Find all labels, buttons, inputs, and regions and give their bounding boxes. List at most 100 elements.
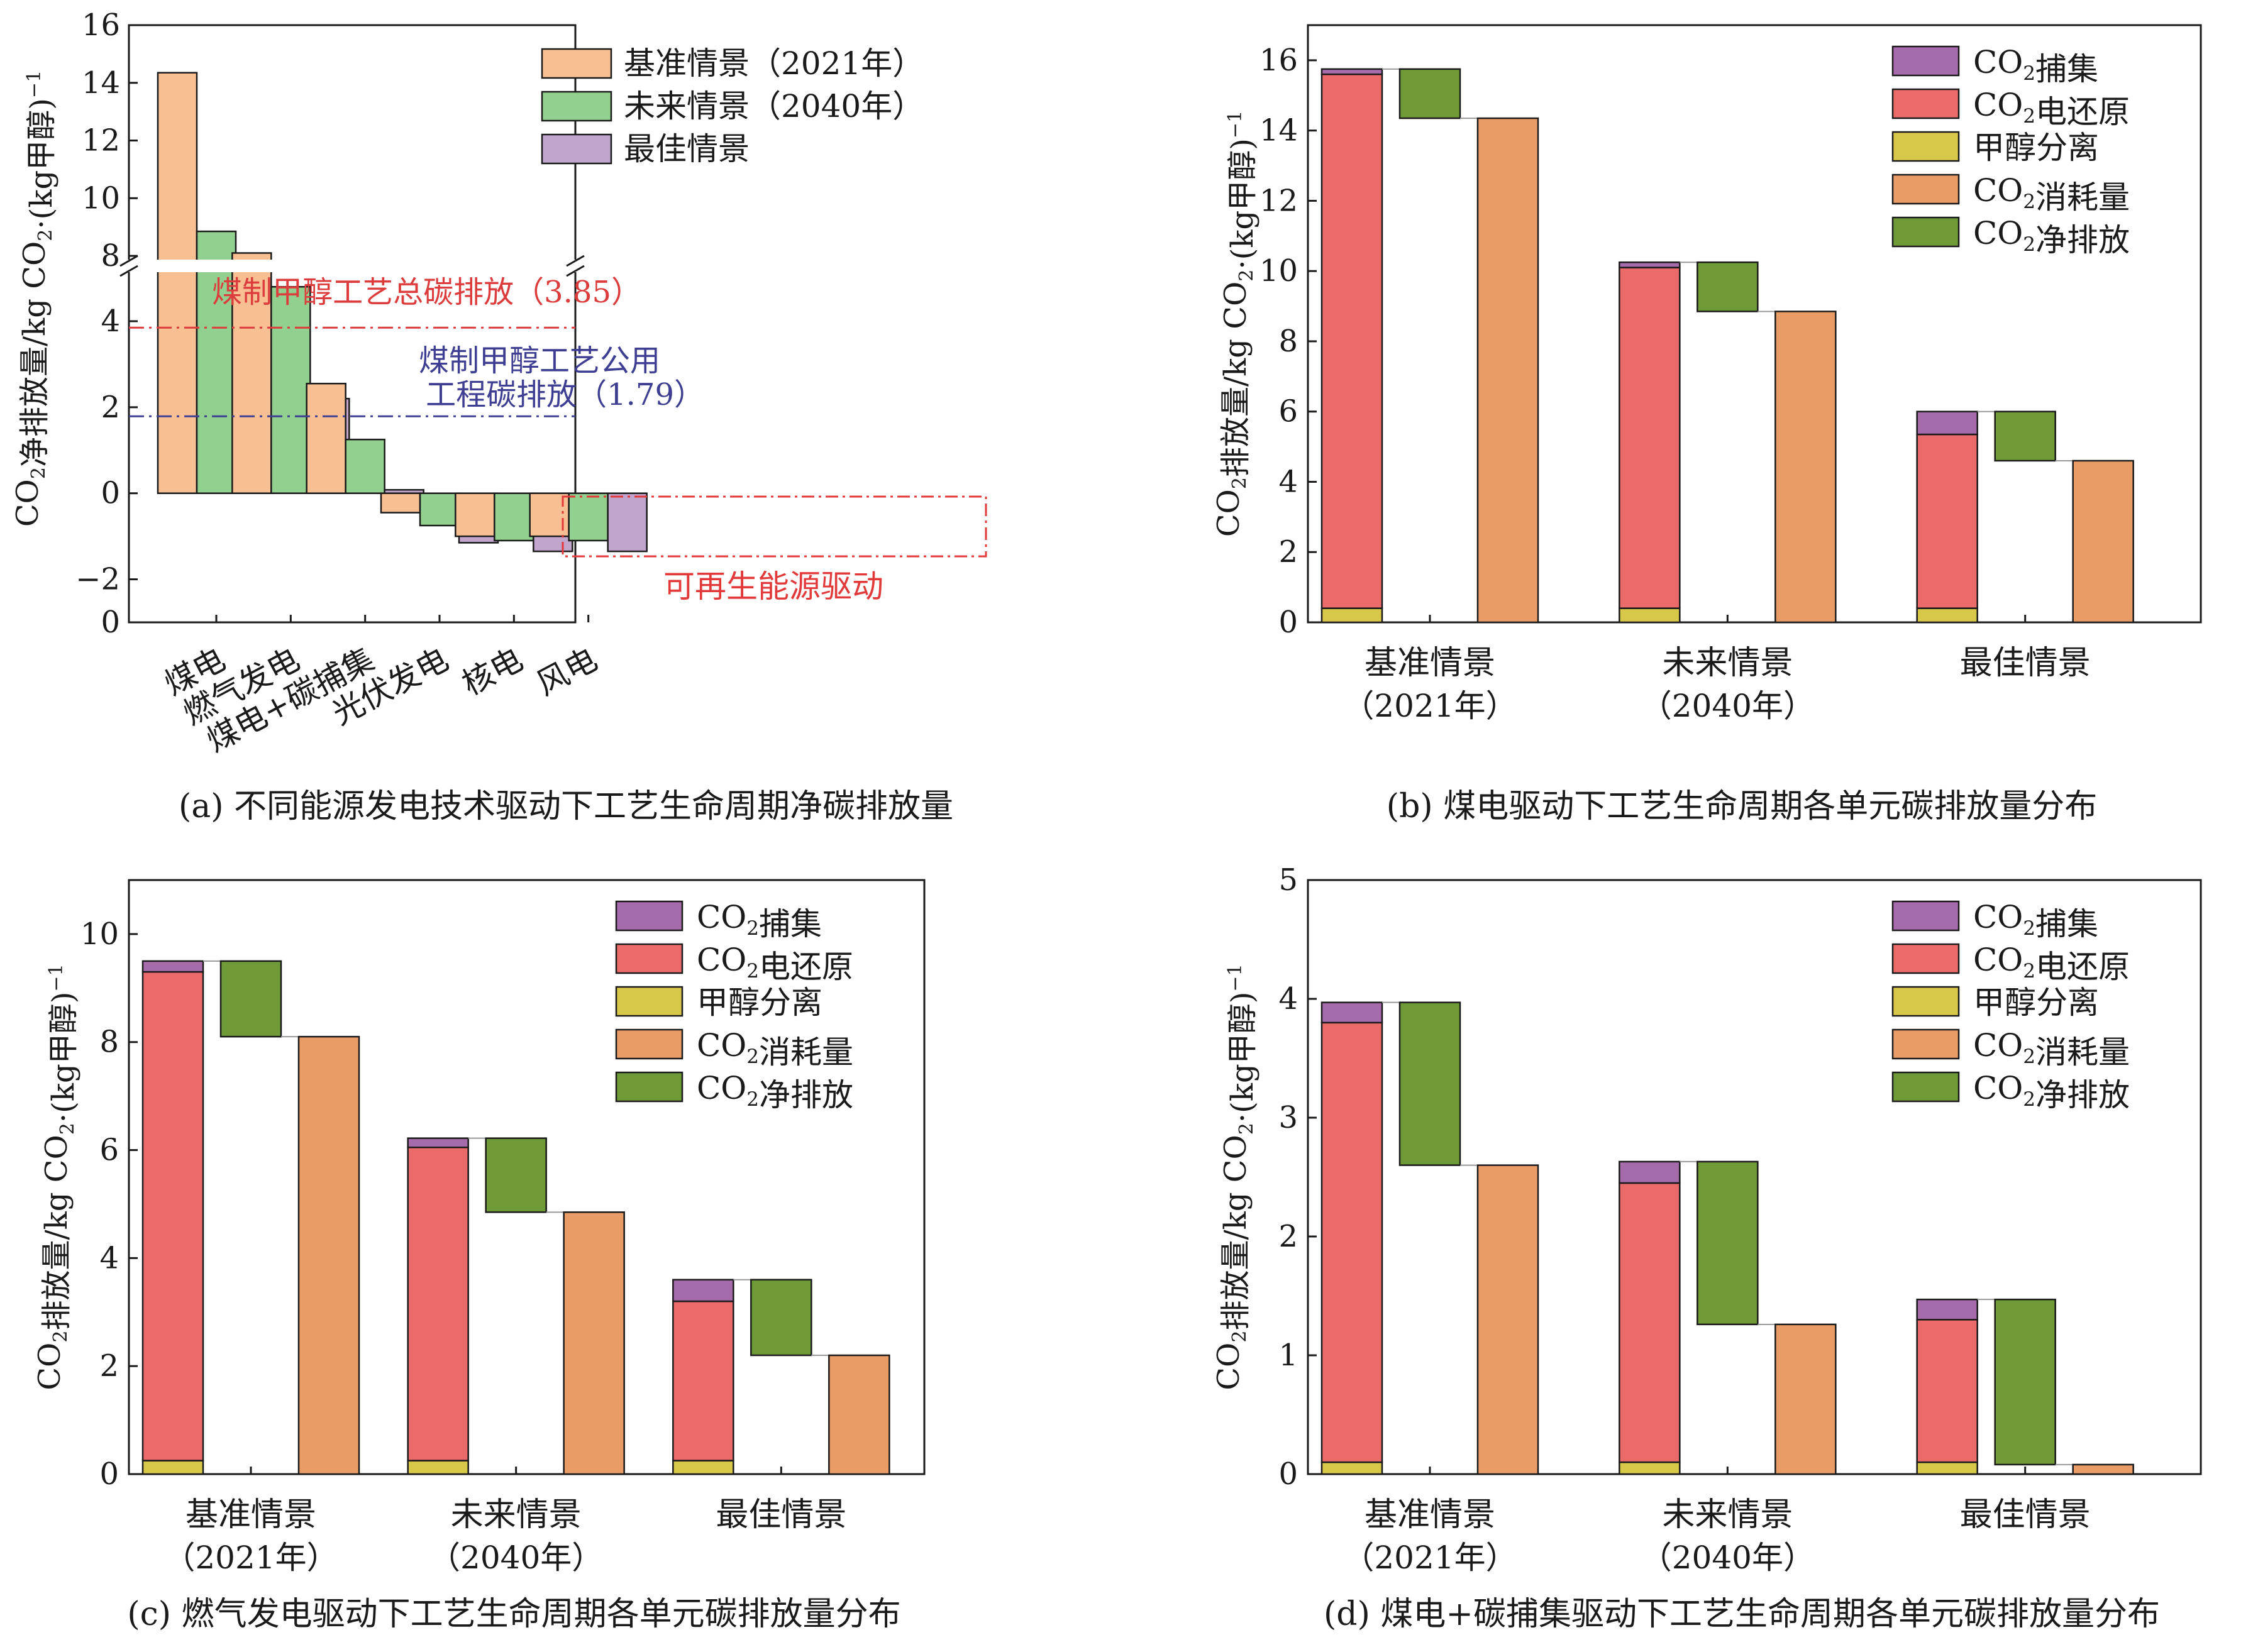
legend-label: CO2捕集 [697,899,822,942]
legend-label: CO2消耗量 [697,1027,853,1071]
legend-swatch [541,91,612,122]
bar-methanol-separation [1320,1461,1383,1475]
x-tick-label: 核电 [456,641,529,702]
legend-label: 甲醇分离 [1973,984,2099,1021]
bar-future [419,492,460,527]
bar-co2-consumption [2072,460,2134,624]
legend-label: CO2电还原 [697,942,853,985]
bar-co2-consumption [1774,311,1837,624]
bar-co2-consumption [1774,1323,1837,1475]
y-tick-label: 10 [1259,253,1298,289]
x-tick-label-year: （2021年） [163,1539,338,1576]
y-tick-label: 5 [1278,862,1298,898]
legend-swatch [1891,88,1960,119]
y-tick-label: 6 [99,1133,119,1168]
axis-break-mark [566,255,585,267]
y-axis-label: CO2净排放量/kg CO2·(kg甲醇)−1 [10,70,59,527]
plot-frame [1307,24,2202,624]
bar-co2-capture [407,1137,469,1148]
bar-co2-consumption [1476,117,1539,624]
y-tick-label: 8 [1278,324,1298,359]
legend-label: CO2消耗量 [1973,1027,2130,1071]
y-tick-label: 8 [99,1025,119,1060]
bar-methanol-separation [1916,607,1978,624]
x-tick-label: 未来情景 [451,1496,582,1534]
legend-swatch [615,1028,684,1060]
panel-b-coal-power-breakdown-chart: 0 2 4 6 8 10 12 14 16 基准情景 （2021年） 未来情景 （2040年） 最佳情景 C… [1211,24,2202,825]
legend-label: 最佳情景 [624,131,750,167]
plot-frame [1307,879,2202,1475]
bar-co2-electroreduction [1320,1021,1383,1463]
axis-break-mark [119,265,138,277]
bar-co2-consumption [2072,1463,2134,1475]
legend-swatch [615,900,684,932]
y-tick-label: 12 [1259,183,1298,218]
bar-baseline [157,72,198,494]
y-tick-label: 16 [82,8,120,43]
x-tick-label-year: （2040年） [1641,688,1815,724]
y-tick-label: 2 [99,1348,119,1384]
bar-methanol-separation [1619,1461,1681,1475]
axis-break-mark [566,265,585,277]
legend-label: 甲醇分离 [1973,129,2099,166]
panel-d-coal-ccs-breakdown-chart: 012345基准情景（2021年）未来情景（2040年）最佳情景CO2捕集CO2… [1211,862,2202,1633]
bar-baseline [231,252,272,494]
legend-swatch [615,986,684,1017]
legend-label: 未来情景（2040年） [624,88,924,124]
bar-co2-net-emission [1994,1298,2056,1466]
y-tick-label: 16 [1259,43,1298,78]
bar-methanol-separation [1320,607,1383,624]
legend-swatch [1891,986,1960,1017]
bar-co2-capture [1320,1001,1383,1024]
caption: (d) 煤电+碳捕集驱动下工艺生命周期各单元碳排放量分布 [1324,1595,2160,1633]
bar-co2-electroreduction [672,1300,734,1462]
bar-co2-net-emission [1994,410,2056,462]
y-tick-label: 2 [1278,534,1298,570]
y-tick-label: 14 [1259,113,1298,148]
legend-label: 基准情景（2021年） [624,45,924,82]
bar-co2-net-emission [1398,68,1461,119]
caption-a: (a) 不同能源发电技术驱动下工艺生命周期净碳排放量 [179,788,953,825]
bar-co2-capture [1916,1298,1978,1321]
bar-co2-consumption [1476,1164,1539,1475]
y-tick-label: 1 [1278,1338,1298,1373]
legend-label: CO2电还原 [1973,942,2130,985]
bar-co2-capture [1619,261,1681,268]
x-tick-label: 最佳情景 [1960,644,2091,682]
axis-break-gap [126,260,578,272]
x-tick-label: 基准情景 [185,1496,316,1534]
caption: (c) 燃气发电驱动下工艺生命周期各单元碳排放量分布 [127,1595,900,1633]
y-tick-label: 12 [82,123,120,158]
legend-label: CO2捕集 [1973,899,2098,942]
coal-total-emission-label: 煤制甲醇工艺总碳排放（3.85） [212,275,641,310]
y-tick-label: 4 [1278,464,1298,499]
legend-swatch [1891,173,1960,205]
y-tick-label: 10 [82,180,120,216]
y-tick-label: 4 [1278,981,1298,1016]
y-tick-label: 4 [101,304,120,339]
x-tick-label-year: （2021年） [1342,688,1517,724]
y-tick-label: 0 [99,1457,119,1492]
legend-label: CO2捕集 [1973,44,2098,87]
y-tick-label: 0 [101,605,120,640]
bar-baseline [306,382,346,494]
legend-swatch [1891,900,1960,932]
bar-co2-net-emission [219,960,282,1038]
legend-swatch [1891,216,1960,248]
x-tick-label: 基准情景 [1365,644,1495,682]
legend-label: CO2净排放 [1973,215,2130,258]
bar-methanol-separation [1916,1461,1978,1475]
legend-swatch [1891,1028,1960,1060]
x-tick-label-year: （2040年） [429,1539,603,1576]
legend-swatch [541,48,612,79]
legend-label: 甲醇分离 [697,984,822,1021]
y-tick-label: 8 [101,238,120,273]
x-tick-label: 最佳情景 [1960,1496,2091,1534]
bar-co2-net-emission [750,1279,812,1357]
x-tick-label: 风电 [531,641,604,702]
y-tick-label: 0 [1278,605,1298,640]
legend-swatch [1891,131,1960,162]
x-tick-label-year: （2040年） [1641,1539,1815,1576]
y-tick-label: 10 [80,917,119,952]
